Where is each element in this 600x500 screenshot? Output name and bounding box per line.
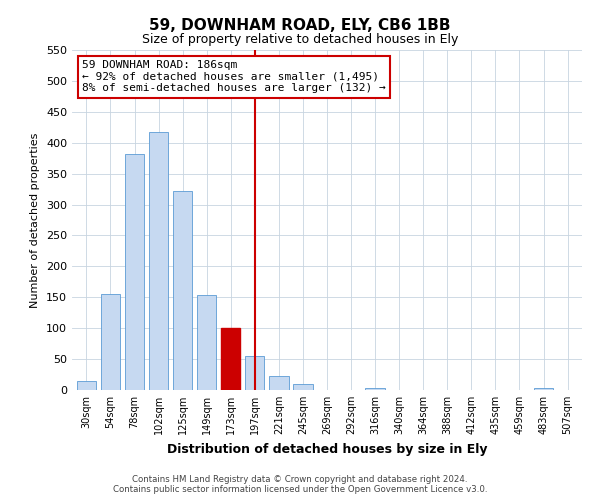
Text: 59, DOWNHAM ROAD, ELY, CB6 1BB: 59, DOWNHAM ROAD, ELY, CB6 1BB: [149, 18, 451, 32]
Bar: [197, 296, 217, 390]
X-axis label: Distribution of detached houses by size in Ely: Distribution of detached houses by size …: [167, 442, 487, 456]
Bar: [245, 356, 265, 390]
Y-axis label: Number of detached properties: Number of detached properties: [31, 132, 40, 308]
Bar: [101, 294, 120, 390]
Text: Contains HM Land Registry data © Crown copyright and database right 2024.
Contai: Contains HM Land Registry data © Crown c…: [113, 474, 487, 494]
Text: 59 DOWNHAM ROAD: 186sqm
← 92% of detached houses are smaller (1,495)
8% of semi-: 59 DOWNHAM ROAD: 186sqm ← 92% of detache…: [82, 60, 386, 94]
Bar: [125, 154, 144, 390]
Bar: [173, 191, 192, 390]
Bar: [365, 388, 385, 390]
Bar: [77, 380, 96, 390]
Bar: [221, 328, 241, 390]
Bar: [534, 388, 553, 390]
Bar: [269, 376, 289, 390]
Text: Size of property relative to detached houses in Ely: Size of property relative to detached ho…: [142, 32, 458, 46]
Bar: [293, 384, 313, 390]
Bar: [149, 132, 168, 390]
